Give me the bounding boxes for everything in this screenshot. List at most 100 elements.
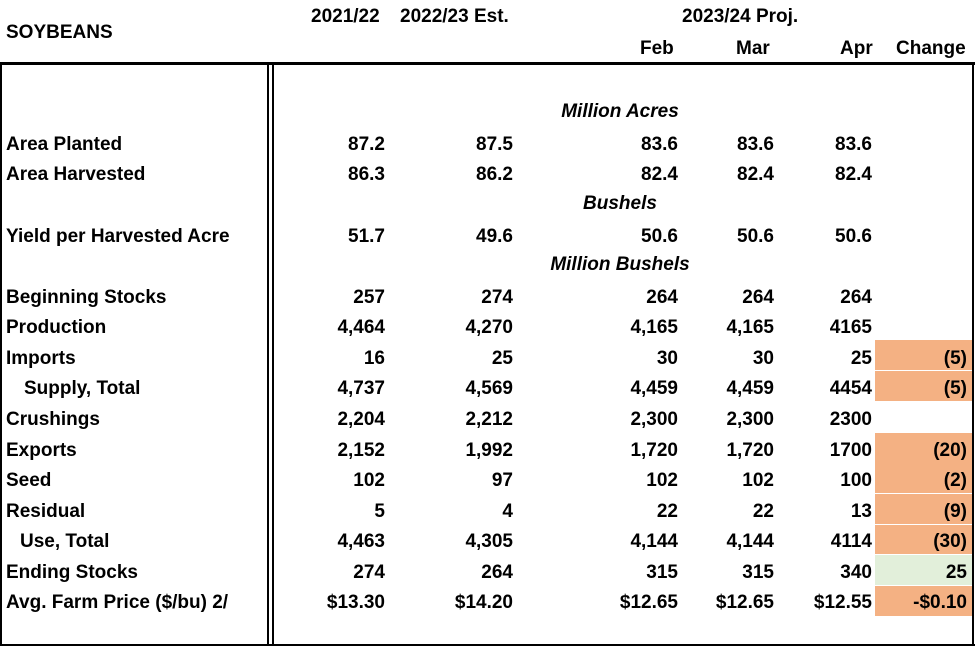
cell-feb: 82.4 [641,164,678,185]
cell-apr: 2300 [829,409,872,430]
cell-change: (30) [933,531,967,552]
header-2022-23: 2022/23 Est. [400,6,509,27]
row-label-crushings: Crushings [6,409,100,430]
cell-change [875,406,967,434]
cell-change [875,314,967,342]
cell-mar: $12.65 [715,592,774,613]
cell-feb: 1,720 [630,440,678,461]
header-2021-22: 2021/22 [311,6,380,27]
header-apr: Apr [840,38,873,59]
cell-feb: 264 [646,287,678,308]
cell-apr: 264 [840,287,872,308]
cell-feb: 315 [646,562,678,583]
highlight-farm-price [875,586,972,616]
cell-2021-22: 16 [363,348,385,369]
row-label-avg-farm-price: Avg. Farm Price ($/bu) 2/ [6,592,229,613]
frame-divider-a [267,62,269,646]
cell-change: (20) [933,440,967,461]
cell-2022-23: 1,992 [465,440,513,461]
highlight-seed [875,463,972,493]
frame-divider-b [272,62,274,646]
header-change: Change [896,38,966,59]
row-label-beginning-stocks: Beginning Stocks [6,287,167,308]
cell-2022-23: 4 [502,501,513,522]
cell-mar: 102 [742,470,774,491]
cell-mar: 1,720 [726,440,774,461]
cell-feb: 4,165 [630,317,678,338]
cell-feb: $12.65 [619,592,678,613]
cell-mar: 82.4 [737,164,774,185]
highlight-exports [875,433,972,463]
cell-apr: 82.4 [835,164,872,185]
highlight-residual [875,494,972,524]
cell-mar: 4,459 [726,378,774,399]
cell-apr: 4165 [829,317,872,338]
cell-mar: 83.6 [737,134,774,155]
row-label-yield: Yield per Harvested Acre [6,226,230,247]
unit-bushels: Bushels [583,193,657,214]
cell-2021-22: 2,152 [337,440,385,461]
cell-feb: 83.6 [641,134,678,155]
cell-change: (5) [943,378,967,399]
cell-change [875,161,967,189]
header-commodity: SOYBEANS [6,22,113,43]
cell-2022-23: 49.6 [476,226,513,247]
cell-mar: 22 [752,501,774,522]
row-label-production: Production [6,317,107,338]
cell-2022-23: $14.20 [454,592,513,613]
frame-right [972,62,974,646]
cell-2022-23: 87.5 [476,134,513,155]
cell-feb: 50.6 [641,226,678,247]
highlight-ending-stocks [875,555,972,585]
cell-2022-23: 25 [491,348,513,369]
cell-2021-22: 4,737 [337,378,385,399]
cell-2021-22: $13.30 [326,592,385,613]
frame-left [0,62,2,646]
cell-2022-23: 264 [481,562,513,583]
cell-apr: 50.6 [835,226,872,247]
row-label-residual: Residual [6,501,86,522]
cell-2022-23: 4,270 [465,317,513,338]
cell-mar: 50.6 [737,226,774,247]
row-label-imports: Imports [6,348,76,369]
cell-2021-22: 86.3 [348,164,385,185]
cell-apr: 4454 [829,378,872,399]
cell-apr: 13 [850,501,872,522]
cell-2022-23: 86.2 [476,164,513,185]
cell-2021-22: 51.7 [348,226,385,247]
row-label-use-total: Use, Total [20,531,110,552]
cell-mar: 2,300 [726,409,774,430]
row-label-area-planted: Area Planted [6,134,123,155]
cell-feb: 4,459 [630,378,678,399]
cell-2021-22: 102 [353,470,385,491]
cell-change: (2) [943,470,967,491]
cell-2022-23: 2,212 [465,409,513,430]
unit-million-bushels: Million Bushels [550,254,690,275]
cell-2022-23: 97 [491,470,513,491]
cell-apr: 83.6 [835,134,872,155]
highlight-use-total [875,525,972,554]
highlight-imports [875,340,972,370]
cell-2021-22: 87.2 [348,134,385,155]
cell-2021-22: 2,204 [337,409,385,430]
cell-2021-22: 4,464 [337,317,385,338]
cell-change: (9) [943,501,967,522]
row-label-seed: Seed [6,470,52,491]
cell-apr: $12.55 [813,592,872,613]
cell-apr: 1700 [829,440,872,461]
unit-million-acres: Million Acres [561,101,679,122]
cell-change [875,223,967,251]
cell-change: (5) [943,348,967,369]
row-label-supply-total: Supply, Total [24,378,141,399]
cell-2022-23: 4,305 [465,531,513,552]
cell-mar: 4,144 [726,531,774,552]
row-label-area-harvested: Area Harvested [6,164,146,185]
cell-change: 25 [945,562,967,583]
cell-2021-22: 5 [374,501,385,522]
cell-apr: 340 [840,562,872,583]
cell-mar: 30 [752,348,774,369]
cell-apr: 100 [840,470,872,491]
cell-apr: 4114 [830,531,872,552]
cell-feb: 102 [646,470,678,491]
cell-2022-23: 274 [481,287,513,308]
